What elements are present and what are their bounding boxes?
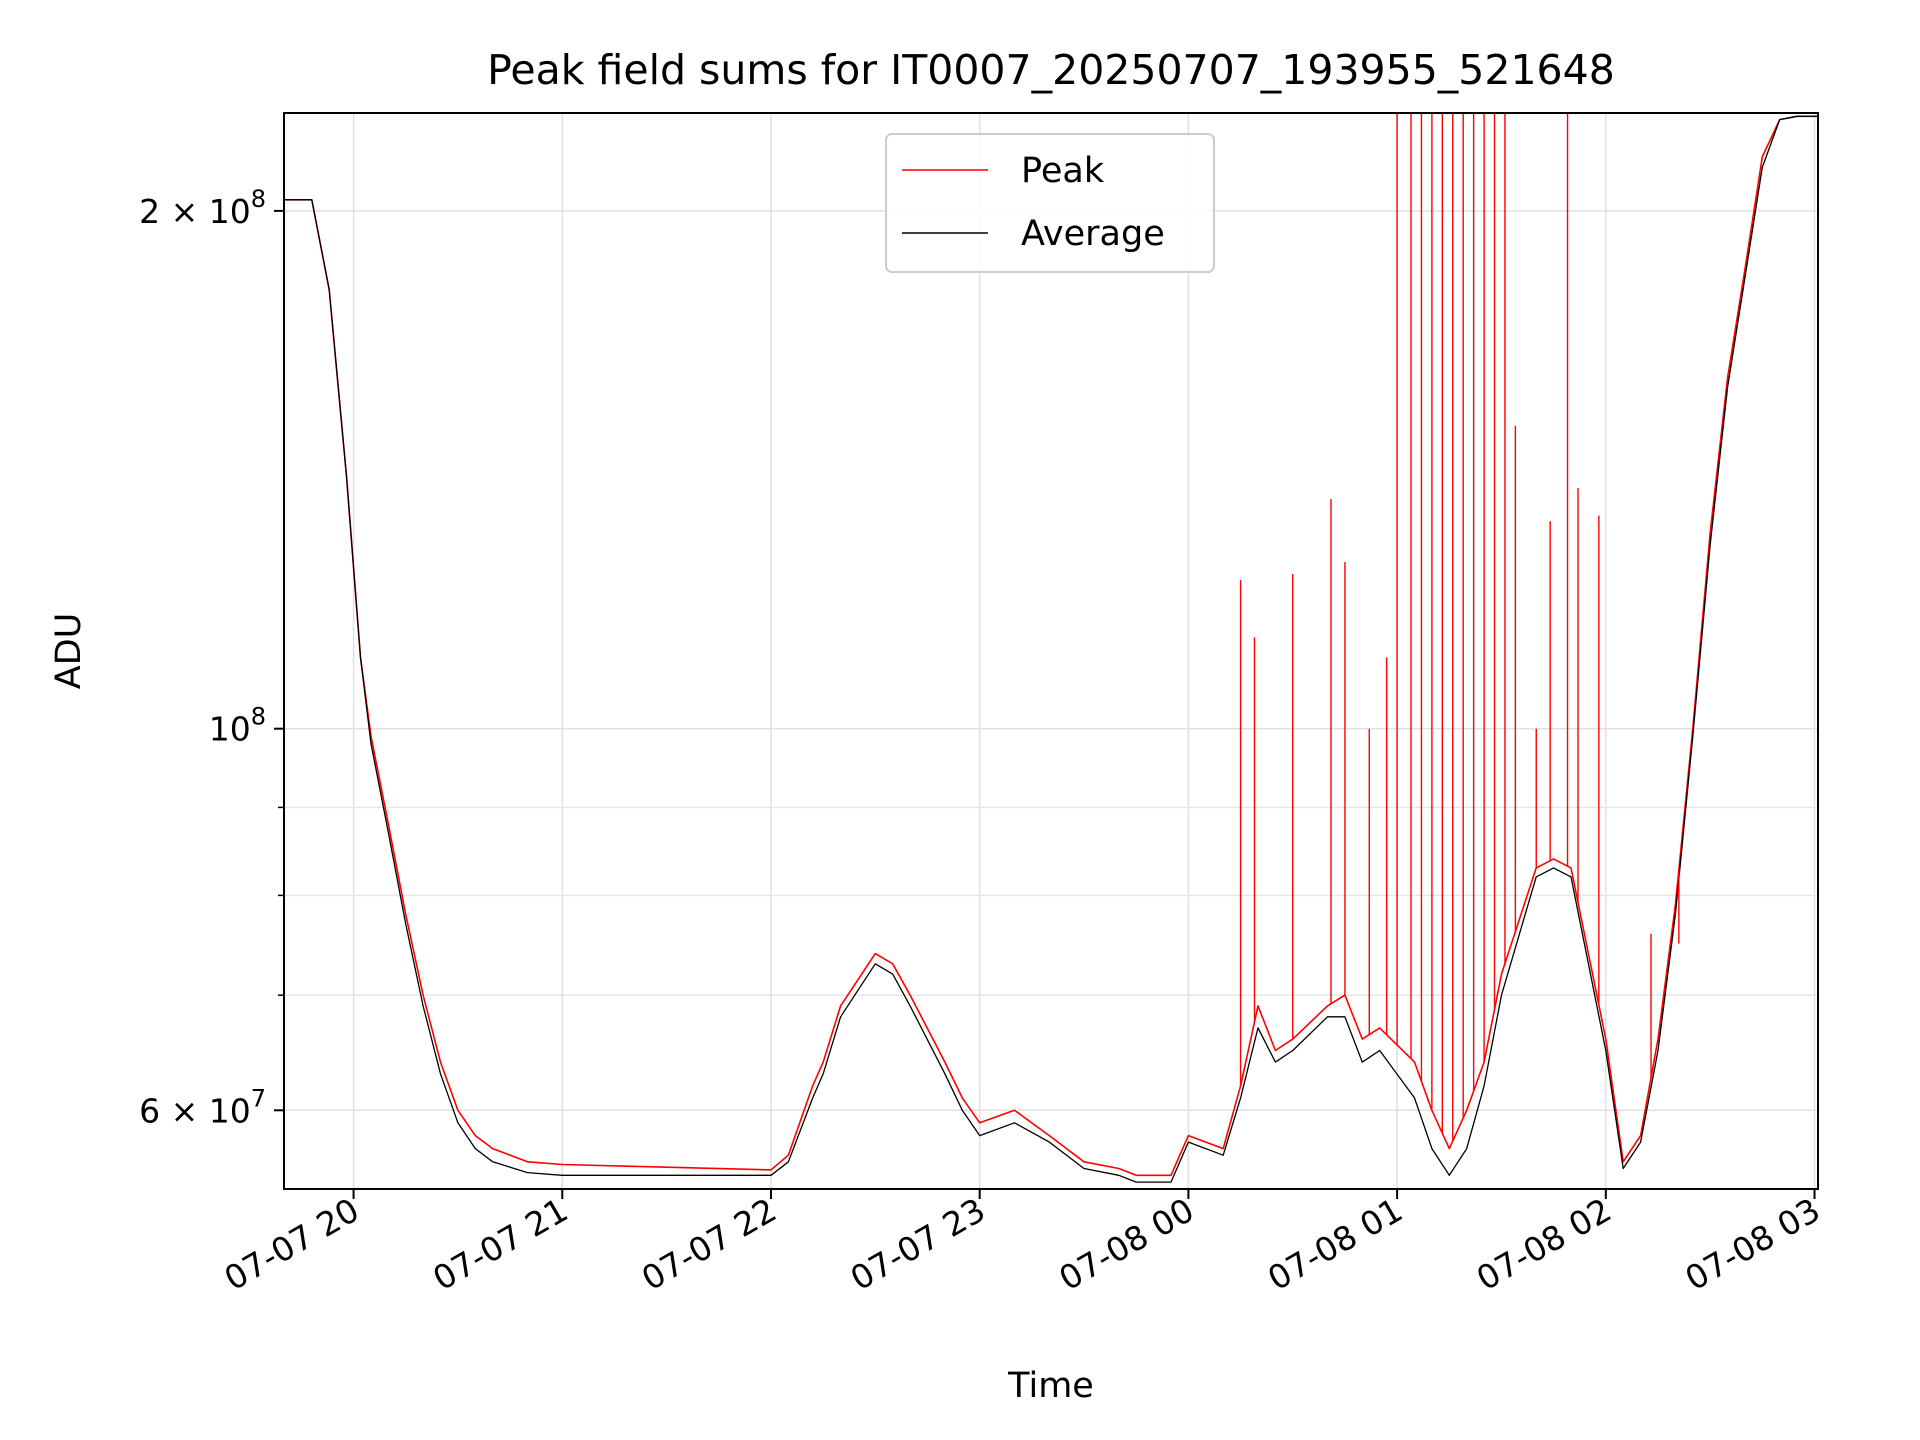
y-tick-mantissa: 2 × 10 xyxy=(139,192,251,231)
grid xyxy=(284,113,1818,1189)
x-axis-label: Time xyxy=(1007,1366,1094,1406)
chart-title: Peak field sums for IT0007_20250707_1939… xyxy=(487,46,1615,94)
y-tick-label: 108 xyxy=(209,703,266,749)
y-tick-label: 6 × 107 xyxy=(139,1084,266,1130)
y-tick-exponent: 8 xyxy=(251,703,266,731)
y-tick-mantissa: 6 × 10 xyxy=(139,1091,251,1130)
series-line-average xyxy=(284,115,1818,1183)
legend-label-peak: Peak xyxy=(1021,151,1105,191)
y-axis-label: ADU xyxy=(49,613,89,690)
y-tick-exponent: 8 xyxy=(251,185,266,213)
y-tick-label: 2 × 108 xyxy=(139,185,266,231)
legend: Peak Average xyxy=(885,133,1215,273)
legend-label-average: Average xyxy=(1021,214,1165,254)
y-tick-exponent: 7 xyxy=(251,1084,266,1112)
legend-box xyxy=(885,133,1215,273)
series-layer xyxy=(284,113,1818,1183)
series-line-peak xyxy=(284,115,1818,1177)
plot-frame xyxy=(283,112,1819,1190)
y-tick-mantissa: 10 xyxy=(209,710,251,749)
